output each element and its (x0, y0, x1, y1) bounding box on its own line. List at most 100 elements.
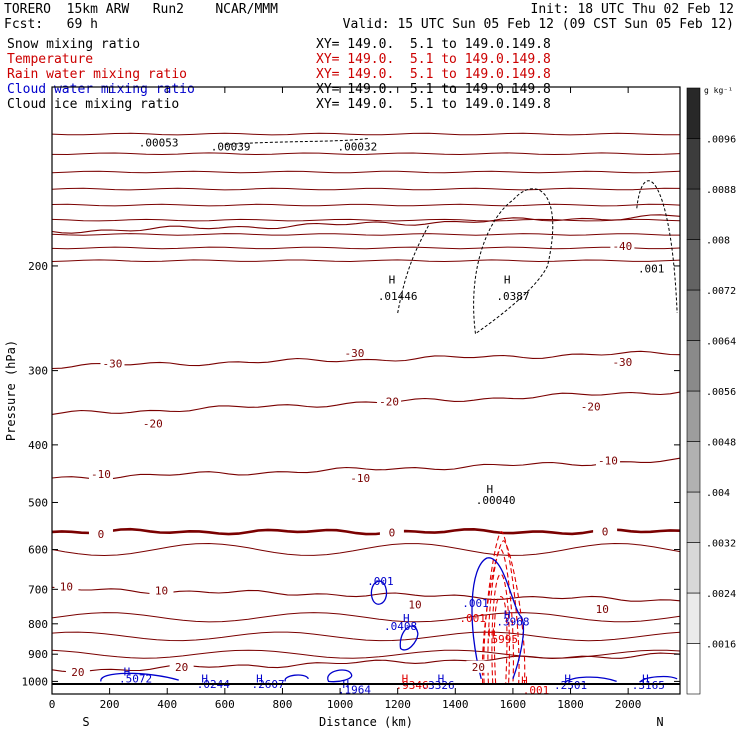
temperature-label: -10 (350, 472, 370, 485)
cloud-water-label: .0408 (384, 620, 417, 633)
isotherm-line (51, 259, 681, 263)
colorbar-segment (686, 542, 701, 594)
isotherm-line (51, 132, 681, 136)
cloud-water-contour (284, 674, 309, 682)
temperature-label-bg (610, 355, 635, 368)
y-tick-label: 700 (28, 583, 48, 596)
contour-lines (51, 132, 681, 684)
temperature-label-bg (65, 666, 90, 679)
isotherm-line (51, 527, 681, 536)
colorbar-tick-label: .0024 (706, 589, 736, 600)
colorbar-tick-label: .0096 (706, 135, 736, 146)
rain-water-label: .5995 (485, 633, 518, 646)
temperature-label: -30 (103, 358, 123, 371)
isotherm-line (51, 542, 681, 557)
isotherm-line (51, 246, 681, 250)
field-label-snow: Snow mixing ratio (7, 37, 141, 52)
cloud-ice-label: .00039 (211, 141, 251, 154)
axes: 0 200 400 600 800 1000 1200 1400 1600 1800 2000Dis… (4, 86, 681, 729)
cloud-water-label: H (201, 673, 208, 686)
rain-contour (493, 596, 508, 684)
colorbar-segment (686, 592, 701, 644)
y-tick-label: 800 (28, 618, 48, 631)
isotherm-line (51, 233, 680, 236)
colorbar-segment (686, 441, 701, 493)
colorbar-segment (686, 491, 701, 543)
field-label-temperature: Temperature (7, 52, 94, 67)
x-tick-label: 1000 (327, 698, 354, 711)
cloud-water-label: .1964 (338, 684, 371, 697)
x-endpoint-right: N (656, 715, 663, 729)
colorbar-segment (686, 87, 701, 139)
plot-frame (51, 86, 681, 695)
temperature-label: -20 (143, 417, 163, 430)
x-endpoint-left: S (82, 715, 89, 729)
colorbar-tick-label: .0088 (706, 185, 736, 196)
temperature-label-bg (342, 346, 367, 359)
temperature-label: -10 (598, 455, 618, 468)
cloud-ice-label: .001 (638, 262, 665, 275)
y-tick-label: 200 (28, 260, 48, 273)
isotherm-line (51, 649, 681, 659)
temperature-label: -30 (612, 356, 632, 369)
field-label-cloud-water: Cloud water mixing ratio (7, 82, 195, 97)
temperature-label: 20 (175, 661, 188, 674)
temperature-label-bg (149, 584, 174, 597)
temperature-label-bg (140, 417, 165, 430)
cloud-water-contour (100, 672, 179, 682)
x-tick-label: 1200 (384, 698, 411, 711)
temperature-label: 0 (389, 527, 396, 540)
y-axis-label: Pressure (hPa) (4, 340, 18, 441)
cloud-water-label: .001 (462, 597, 489, 610)
cloud-ice-label: H (487, 483, 494, 496)
y-tick-label: 1000 (22, 675, 49, 688)
colorbar-tick-label: .0064 (706, 337, 736, 348)
field-label-rain: Rain water mixing ratio (7, 67, 188, 82)
cloud-water-label: H (124, 666, 131, 679)
temperature-label-bg (100, 357, 125, 370)
colorbar-segment (686, 289, 701, 341)
x-tick-label: 2000 (615, 698, 642, 711)
temperature-label: 20 (472, 661, 485, 674)
x-tick-label: 1600 (500, 698, 527, 711)
x-tick-label: 1800 (557, 698, 584, 711)
colorbar-tick-label: .0016 (706, 640, 736, 651)
temperature-label-bg (54, 580, 79, 593)
temperature-label-bg (377, 395, 402, 408)
isotherm-line (51, 203, 681, 207)
field-xy-cloud-ice: XY= 149.0. 5.1 to 149.0.149.8 (316, 97, 551, 112)
temperature-label-bg (348, 472, 373, 485)
temperature-label-bg (593, 525, 618, 538)
init-time: Init: 18 UTC Thu 02 Feb 12 (530, 2, 735, 17)
y-tick-label: 600 (28, 544, 48, 557)
colorbar-segment (686, 390, 701, 442)
x-tick-label: 1400 (442, 698, 469, 711)
cloud-water-label: .3326 (421, 679, 454, 692)
rain-contour (487, 548, 514, 684)
x-axis-label: Distance (km) (319, 715, 413, 729)
colorbar-segment (686, 188, 701, 240)
valid-time: Valid: 15 UTC Sun 05 Feb 12 (09 CST Sun … (342, 17, 734, 32)
temperature-label: 10 (155, 584, 168, 597)
cloud-water-label: .3165 (632, 679, 665, 692)
cloud-ice-contour (636, 180, 678, 314)
temperature-label: 0 (98, 528, 105, 541)
cloud-water-contour (564, 676, 617, 684)
cloud-water-label: .2501 (554, 679, 587, 692)
contour-labels: -40 -30 -30 -30 -20 -20 -20 -10 -10 -10 0 0 0 10 10 10 1… (54, 137, 665, 697)
forecast-hour: Fcst: 69 h (4, 17, 98, 32)
temperature-label: 10 (408, 599, 421, 612)
y-tick-label: 400 (28, 439, 48, 452)
colorbar-segment (686, 239, 701, 291)
temperature-label: 10 (596, 603, 609, 616)
temperature-label-bg (610, 239, 635, 252)
colorbar-segment (686, 340, 701, 392)
temperature-label-bg (379, 526, 404, 539)
colorbar-tick-label: .004 (706, 488, 730, 499)
rain-water-label: H (402, 673, 409, 686)
cloud-ice-label: H (504, 273, 511, 286)
cloud-water-label: H (504, 608, 511, 621)
colorbar-tick-label: .0048 (706, 438, 736, 449)
model-title: TORERO 15km ARW Run2 NCAR/MMM (4, 2, 278, 17)
isotherm-line (51, 170, 681, 174)
